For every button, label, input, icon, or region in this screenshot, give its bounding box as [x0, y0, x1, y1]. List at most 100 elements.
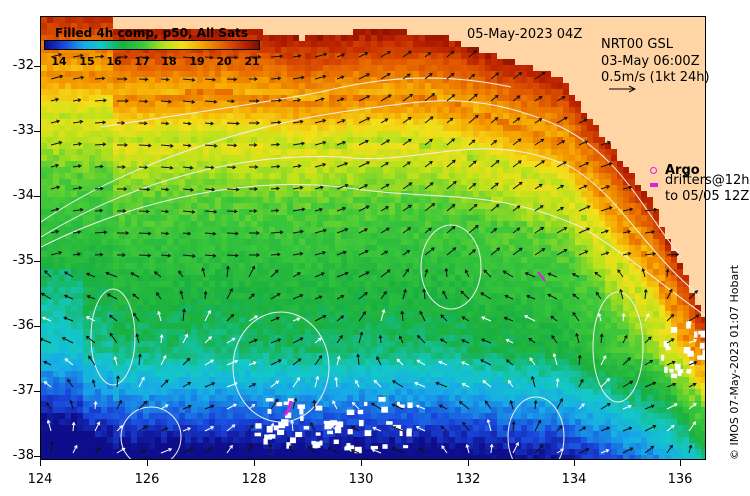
current-vector-head: [322, 162, 327, 167]
current-vector: [402, 117, 412, 124]
current-vector-head: [627, 229, 632, 234]
current-vector: [600, 427, 610, 432]
current-vector: [480, 359, 492, 366]
current-vector-head: [327, 447, 332, 451]
current-vector-head: [540, 226, 545, 231]
current-vector-head: [398, 335, 403, 340]
current-vector: [526, 295, 536, 300]
current-vector: [182, 358, 190, 366]
current-vector: [160, 355, 167, 366]
current-vector-head: [85, 335, 90, 340]
current-vector-head: [113, 355, 118, 360]
current-vector-head: [256, 120, 260, 125]
current-vector: [512, 72, 522, 80]
current-vector: [248, 339, 258, 344]
current-vector-head: [254, 76, 258, 81]
current-vector: [644, 208, 657, 212]
current-vector-head: [99, 252, 104, 257]
current-vector: [446, 51, 454, 58]
current-vector: [138, 449, 146, 454]
current-vector-head: [296, 317, 301, 322]
current-vector: [204, 254, 216, 257]
current-vector-head: [351, 401, 356, 406]
current-vector: [468, 74, 475, 80]
current-vector: [512, 138, 522, 146]
current-vector: [336, 141, 346, 146]
current-vector: [402, 269, 409, 278]
current-vector: [666, 445, 673, 454]
eddy-contour: [120, 406, 182, 459]
current-vector-head: [364, 228, 368, 232]
current-vector: [336, 315, 344, 322]
current-vector: [578, 227, 590, 234]
current-vector: [336, 119, 345, 124]
current-vector-head: [231, 337, 236, 342]
current-vector-head: [518, 72, 523, 76]
current-vector: [226, 188, 239, 191]
sst-field: [41, 17, 705, 459]
current-vector-head: [472, 160, 477, 165]
current-vector-head: [495, 72, 500, 76]
current-vector-head: [429, 116, 434, 120]
current-vector-head: [671, 360, 676, 365]
current-vector: [336, 295, 344, 300]
current-vector-head: [538, 118, 543, 122]
current-vector-head: [323, 52, 328, 57]
current-vector-head: [210, 165, 215, 170]
current-vector: [332, 400, 338, 410]
current-vector-head: [575, 332, 579, 337]
current-vector: [688, 361, 697, 366]
current-vector-head: [276, 164, 281, 169]
current-vector-head: [461, 339, 465, 343]
current-vector-head: [322, 314, 327, 319]
current-vector-head: [191, 209, 196, 214]
gsl-product-label: NRT00 GSL: [601, 37, 673, 52]
current-vector: [666, 383, 676, 388]
current-vector-head: [153, 271, 158, 275]
current-vector: [94, 77, 105, 80]
current-vector-head: [451, 225, 456, 230]
current-vector: [402, 139, 412, 146]
current-vector: [446, 94, 455, 102]
colorbar-label: 17: [134, 55, 150, 68]
current-vector: [116, 376, 119, 388]
current-vector: [556, 448, 564, 454]
current-vector-head: [493, 227, 498, 232]
current-vector: [160, 427, 168, 432]
current-vector: [688, 445, 692, 454]
current-vector: [160, 210, 169, 213]
current-vector-head: [307, 445, 312, 450]
current-vector: [270, 99, 282, 102]
current-vector: [94, 422, 100, 432]
current-vector: [292, 377, 300, 388]
current-vector-head: [605, 448, 610, 453]
current-vector-head: [585, 161, 590, 166]
current-vector-head: [364, 249, 369, 254]
current-vector-head: [460, 361, 465, 365]
current-vector: [314, 295, 322, 300]
current-vector: [182, 405, 192, 410]
current-vector: [109, 314, 118, 322]
current-vector-head: [165, 209, 169, 214]
current-vector-head: [431, 203, 436, 207]
current-vector-head: [400, 310, 405, 315]
current-vector-head: [386, 269, 391, 274]
current-vector-head: [675, 252, 680, 257]
current-vector: [50, 75, 63, 80]
current-vector: [94, 447, 101, 454]
current-vector-head: [505, 359, 510, 363]
current-vector: [62, 337, 74, 344]
current-vector: [50, 441, 53, 454]
current-vector: [446, 159, 456, 168]
current-vector-head: [277, 76, 282, 81]
current-vector-head: [229, 444, 233, 449]
current-vector: [483, 269, 492, 278]
current-vector: [490, 140, 497, 146]
current-vector-head: [692, 421, 696, 425]
x-tick-label: 132: [455, 472, 481, 487]
current-vector: [440, 338, 448, 344]
current-vector-head: [268, 443, 273, 448]
map-panel[interactable]: [40, 16, 706, 460]
current-vector-head: [581, 403, 585, 407]
current-vector-head: [251, 293, 255, 298]
